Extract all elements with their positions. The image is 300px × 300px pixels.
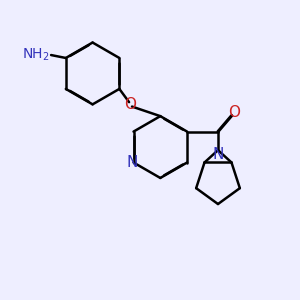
- Text: N: N: [212, 147, 224, 162]
- Text: N: N: [126, 155, 138, 170]
- Text: O: O: [228, 105, 240, 120]
- Text: O: O: [124, 97, 136, 112]
- Text: NH$_2$: NH$_2$: [22, 47, 50, 63]
